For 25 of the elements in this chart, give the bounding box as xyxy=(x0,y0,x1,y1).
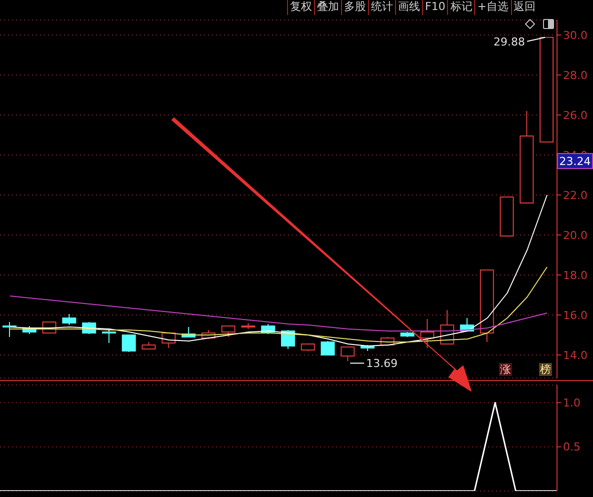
y-tick-label: 1.0 xyxy=(563,396,580,410)
y-tick-label: 26.0 xyxy=(563,108,588,122)
y-tick-label: 28.0 xyxy=(563,68,588,82)
candlestick xyxy=(420,318,434,348)
annotation: 榜 xyxy=(539,363,552,376)
annotation: 13.69 xyxy=(366,357,398,370)
text: 叠加 xyxy=(314,0,341,15)
text: 复权 xyxy=(287,0,314,15)
y-tick-label: 14.0 xyxy=(563,348,588,362)
text: 统计 xyxy=(368,0,395,15)
annotation: 涨 xyxy=(499,363,512,376)
text: 标记 xyxy=(447,0,474,15)
text: 多股 xyxy=(341,0,368,15)
annotation: 29.88 xyxy=(494,35,526,48)
text: 返回 xyxy=(510,0,538,15)
text: 画线 xyxy=(395,0,422,15)
y-tick-label: 22.0 xyxy=(563,188,588,202)
text: F10 xyxy=(422,0,448,15)
text: 23.24 xyxy=(557,153,593,169)
y-tick-label: 18.0 xyxy=(563,268,588,282)
y-tick-label: 16.0 xyxy=(563,308,588,322)
y-tick-label: 0.5 xyxy=(563,440,580,454)
y-tick-label: 30.0 xyxy=(563,28,588,42)
text: +自选 xyxy=(474,0,511,15)
y-tick-label: 20.0 xyxy=(563,228,588,242)
